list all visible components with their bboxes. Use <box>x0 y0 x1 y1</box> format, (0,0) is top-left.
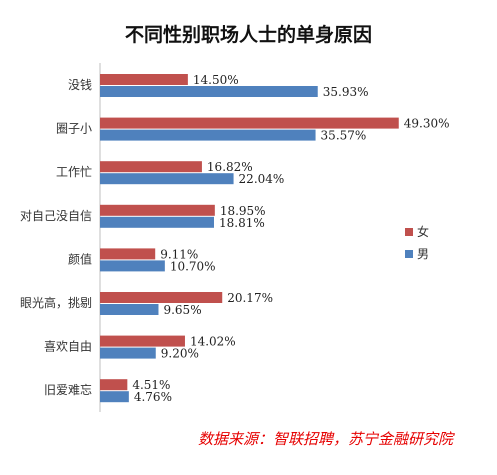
bar-female <box>100 292 223 303</box>
data-label: 35.93% <box>323 85 369 99</box>
data-label: 35.57% <box>321 129 367 143</box>
legend-swatch <box>405 228 413 236</box>
category-label: 没钱 <box>68 77 92 92</box>
category-label: 颜值 <box>68 251 92 266</box>
legend: 女男 <box>405 224 429 261</box>
bar-male <box>100 129 316 141</box>
legend-swatch <box>405 250 413 258</box>
data-label: 10.70% <box>170 259 216 273</box>
data-label: 14.02% <box>190 335 236 349</box>
bar-male <box>100 391 129 403</box>
bar-male <box>100 173 234 185</box>
source-note: 数据来源：智联招聘，苏宁金融研究院 <box>197 430 453 448</box>
category-label: 眼光高，挑剔 <box>20 295 92 310</box>
data-label: 4.76% <box>134 390 172 404</box>
bar-female <box>100 161 202 173</box>
data-label: 16.82% <box>207 160 253 174</box>
data-label: 4.51% <box>132 378 170 392</box>
bar-male <box>100 216 214 228</box>
bar-male <box>100 304 159 315</box>
data-label: 9.11% <box>160 247 198 261</box>
legend-label: 男 <box>417 247 429 261</box>
data-label: 14.50% <box>193 73 239 87</box>
chart-title: 不同性别职场人士的单身原因 <box>124 24 372 46</box>
data-label: 49.30% <box>404 117 450 131</box>
bar-female <box>100 379 128 391</box>
data-label: 18.81% <box>219 216 265 230</box>
bar-female <box>100 335 185 347</box>
bar-female <box>100 248 156 260</box>
data-label: 22.04% <box>239 172 285 186</box>
bar-female <box>100 117 399 129</box>
bar-female <box>100 204 215 216</box>
data-label: 18.95% <box>220 204 266 218</box>
legend-label: 女 <box>417 224 429 239</box>
bar-male <box>100 86 318 97</box>
category-label: 圈子小 <box>56 122 92 136</box>
category-label: 工作忙 <box>56 165 92 179</box>
bar-female <box>100 74 188 85</box>
category-label: 喜欢自由 <box>44 339 92 354</box>
data-label: 9.65% <box>163 303 201 317</box>
bars-group: 没钱 14.50% 35.93% 圈子小 49.30% 35.57% 工作忙 16.82%22… <box>20 73 450 404</box>
bar-male <box>100 260 165 272</box>
data-label: 20.17% <box>227 291 273 305</box>
data-label: 9.20% <box>161 347 199 361</box>
category-label: 对自己没自信 <box>20 208 92 223</box>
bar-male <box>100 347 156 359</box>
category-label: 旧爱难忘 <box>44 382 92 397</box>
